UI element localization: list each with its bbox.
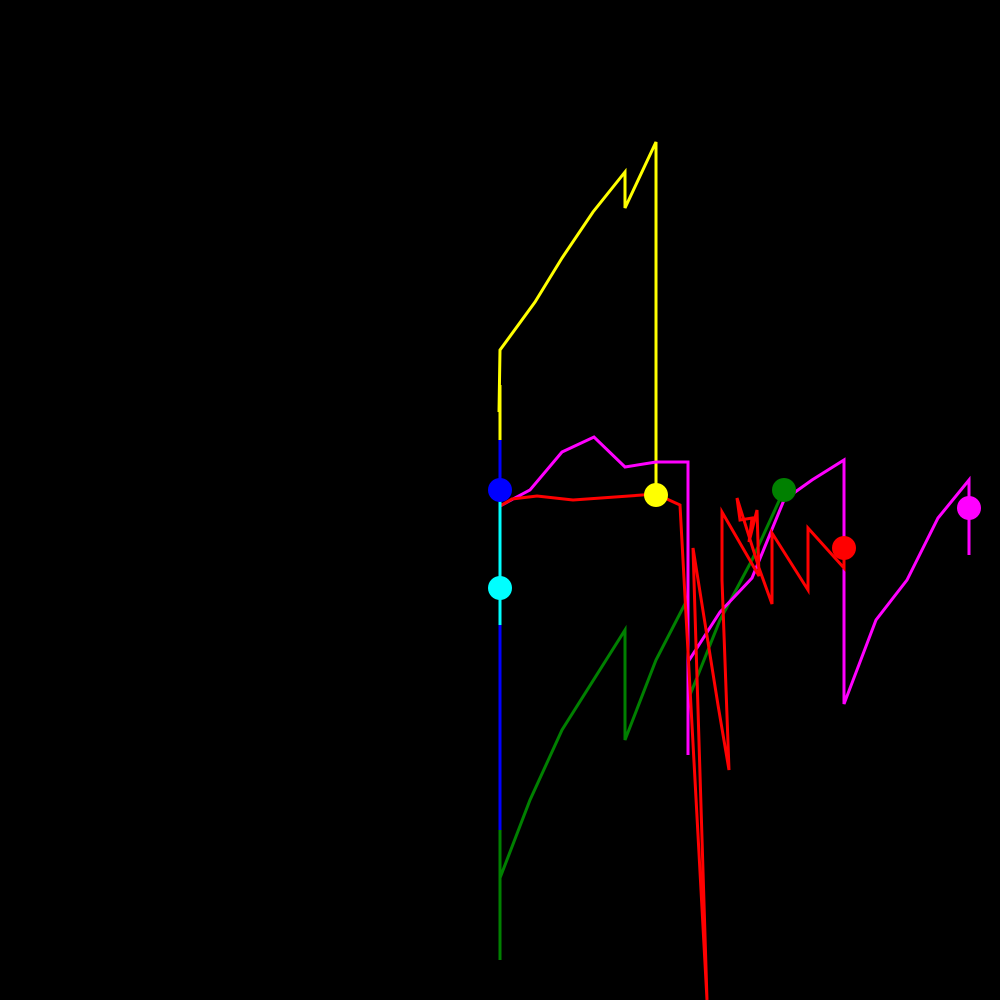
magenta-dot — [957, 496, 981, 520]
red-dot — [832, 536, 856, 560]
green-trail — [498, 489, 786, 960]
cyan-dot — [488, 576, 512, 600]
green-dot — [772, 478, 796, 502]
magenta-trail — [499, 435, 971, 755]
yellow-trail — [497, 141, 658, 495]
yellow-dot — [644, 483, 668, 507]
blue-dot — [488, 478, 512, 502]
